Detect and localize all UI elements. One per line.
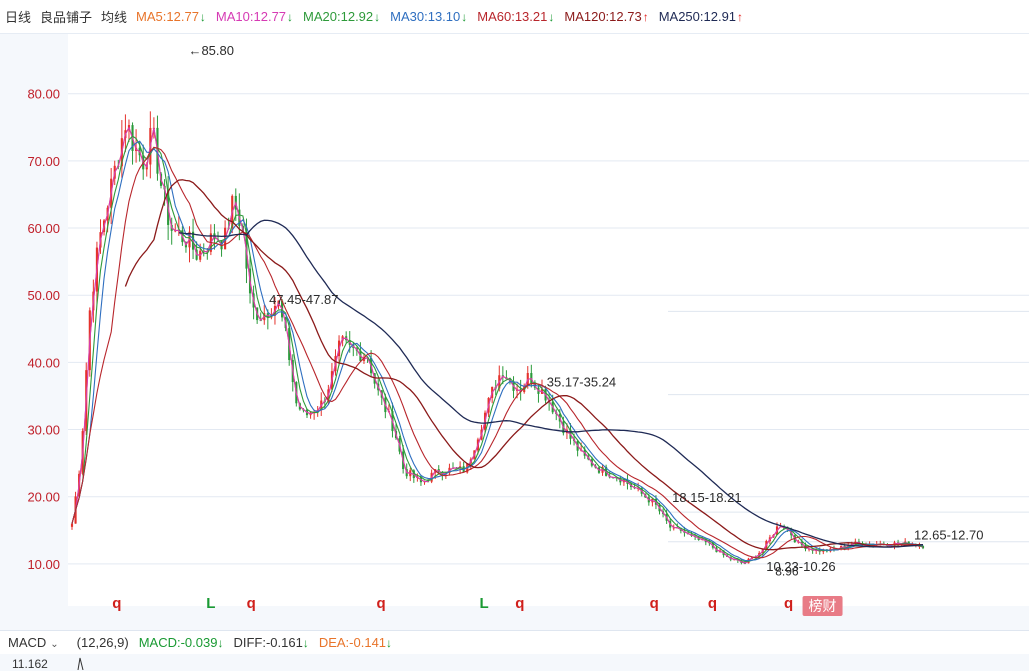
signal-marker-q[interactable]: q: [247, 595, 256, 612]
ma-legend-ma5[interactable]: MA5:12.77↓: [136, 9, 206, 24]
macd-line: [77, 657, 84, 670]
macd-value-text: DIFF:-0.161: [233, 635, 303, 650]
ma-line-ma30: [71, 140, 924, 562]
stock-name[interactable]: 良品铺子: [40, 10, 93, 25]
macd-value-text: MACD:-0.039: [138, 635, 218, 650]
y-tick-label: 60.00: [27, 221, 60, 236]
period-selector[interactable]: 日线: [5, 10, 32, 25]
low-price-annotation: 8.96: [775, 564, 799, 578]
signal-marker-q[interactable]: q: [650, 595, 659, 612]
price-chart-panel[interactable]: 10.00 20.00 30.00 40.00 50.00 60.00 70.00 80.00…: [0, 34, 1029, 630]
ma-line-ma20: [71, 135, 924, 562]
ma-legend-ma30[interactable]: MA30:13.10↓: [390, 9, 467, 24]
arrow-down-icon: ↓: [386, 636, 393, 650]
signal-marker-q[interactable]: q: [708, 595, 717, 612]
y-tick-label: 30.00: [27, 423, 60, 438]
price-annotation: 47.45-47.87: [269, 292, 338, 307]
arrow-down-icon: ↓: [374, 10, 381, 24]
arrow-down-icon: ↓: [302, 636, 309, 650]
arrow-down-icon: ↓: [217, 636, 224, 650]
macd-selector[interactable]: MACD ⌄: [8, 635, 59, 650]
ma-value: MA120:12.73: [564, 9, 642, 24]
ma-line-ma250: [178, 219, 924, 548]
ma-line-ma10: [71, 126, 924, 564]
signal-marker-q[interactable]: q: [376, 595, 385, 612]
arrow-up-icon: ↑: [737, 10, 744, 24]
price-annotation: 18.15-18.21: [672, 490, 741, 505]
chevron-down-icon: ⌄: [50, 639, 59, 650]
macd-chart: [77, 657, 84, 670]
ma-legend-ma10[interactable]: MA10:12.77↓: [216, 9, 293, 24]
signal-marker-l[interactable]: L: [206, 595, 215, 612]
y-tick-label: 70.00: [27, 154, 60, 169]
macd-axis-label: 11.162: [12, 657, 48, 671]
macd-panel: 11.162: [0, 654, 1029, 671]
arrow-down-icon: ↓: [199, 10, 206, 24]
ma-value: MA10:12.77: [215, 9, 287, 24]
ma-legend-ma250[interactable]: MA250:12.91↑: [659, 9, 743, 24]
ma-legend-ma20[interactable]: MA20:12.92↓: [303, 9, 380, 24]
macd-selector-label: MACD: [8, 635, 47, 650]
signal-marker-l[interactable]: L: [479, 595, 488, 612]
price-chart[interactable]: 10.00 20.00 30.00 40.00 50.00 60.00 70.00 80.00…: [0, 34, 1029, 630]
macd-value-dea: DEA:-0.141↓: [319, 635, 392, 650]
macd-value-text: DEA:-0.141: [318, 635, 387, 650]
ma-value: MA5:12.77: [136, 9, 199, 24]
arrow-up-icon: ↑: [642, 10, 649, 24]
macd-values: MACD:-0.039↓ DIFF:-0.161↓ DEA:-0.141↓: [139, 635, 402, 650]
y-tick-label: 40.00: [27, 355, 60, 370]
ma-value: MA20:12.92: [303, 9, 374, 24]
badge-background[interactable]: [802, 596, 843, 616]
chart-toolbar: 日线 良品铺子 均线 MA5:12.77↓ MA10:12.77↓ MA20:12.…: [0, 0, 1029, 34]
arrow-down-icon: ↓: [548, 10, 555, 24]
arrow-down-icon: ↓: [461, 10, 468, 24]
signal-marker-q[interactable]: q: [515, 595, 524, 612]
candle-body: [70, 523, 74, 527]
price-annotation: 35.17-35.24: [547, 375, 616, 390]
ma-legend-ma120[interactable]: MA120:12.73↑: [564, 9, 648, 24]
indicator-selector[interactable]: 均线: [101, 10, 128, 25]
y-tick-label: 80.00: [27, 87, 60, 102]
ma-legend-ma60[interactable]: MA60:13.21↓: [477, 9, 554, 24]
macd-value-macd: MACD:-0.039↓: [139, 635, 224, 650]
plot-background: [68, 34, 1029, 606]
ma-legend: MA5:12.77↓ MA10:12.77↓ MA20:12.92↓ MA30:13.…: [136, 9, 753, 24]
badge-label[interactable]: 榜财: [809, 598, 837, 615]
signal-marker-q[interactable]: q: [112, 595, 121, 612]
y-tick-label: 50.00: [27, 288, 60, 303]
ma-value: MA30:13.10: [390, 9, 461, 24]
price-annotation: 10.23-10.26: [766, 559, 835, 574]
arrow-down-icon: ↓: [287, 10, 294, 24]
ma-value: MA250:12.91: [658, 9, 737, 24]
price-annotation: ←85.80: [188, 43, 234, 58]
y-tick-label: 20.00: [27, 490, 60, 505]
macd-params: (12,26,9): [76, 635, 129, 650]
y-tick-label: 10.00: [27, 557, 60, 572]
ma-line-ma60: [71, 146, 924, 559]
signal-marker-q[interactable]: q: [784, 595, 793, 612]
price-annotation: 12.65-12.70: [914, 528, 983, 543]
macd-value-diff: DIFF:-0.161↓: [233, 635, 308, 650]
macd-toolbar: MACD ⌄ (12,26,9) MACD:-0.039↓ DIFF:-0.161↓…: [0, 630, 1029, 654]
ma-value: MA60:13.21: [477, 9, 548, 24]
